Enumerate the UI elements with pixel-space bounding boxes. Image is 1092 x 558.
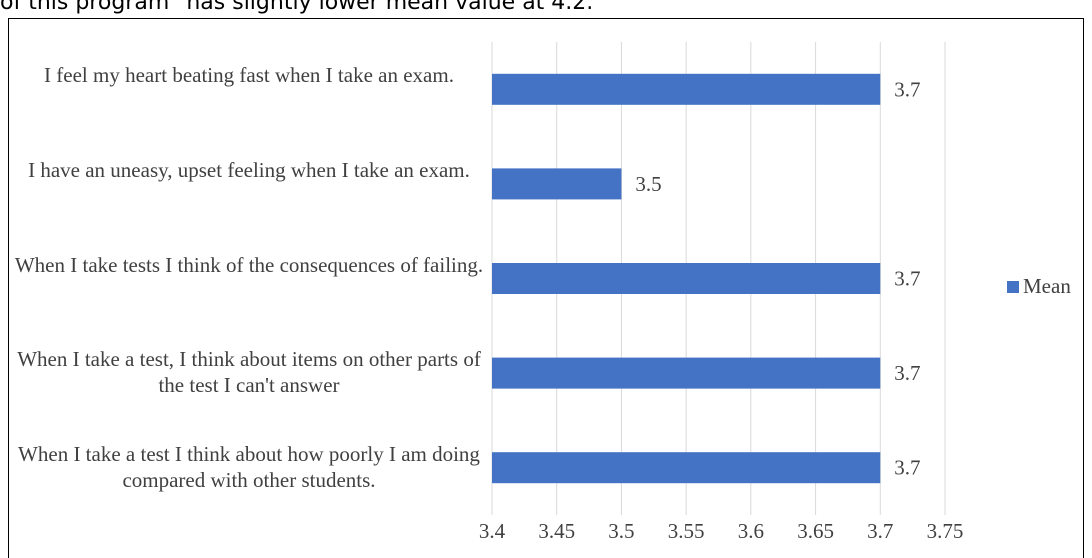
bar [492, 357, 881, 389]
x-axis-ticks: 3.4 3.45 3.5 3.55 3.6 3.65 3.7 3.75 [479, 519, 964, 543]
legend-swatch [1007, 280, 1019, 293]
x-tick-label: 3.7 [867, 519, 893, 543]
data-label: 3.7 [894, 361, 920, 385]
category-label: When I take tests I think of the consequ… [14, 252, 484, 277]
x-tick-label: 3.5 [608, 519, 634, 543]
chart-frame [8, 18, 1084, 558]
x-tick-label: 3.75 [927, 519, 964, 543]
data-label: 3.7 [894, 77, 920, 101]
bar [492, 168, 622, 200]
legend: Mean [1007, 274, 1071, 299]
x-tick-label: 3.4 [479, 519, 506, 543]
value-labels: 3.7 3.5 3.7 3.7 3.7 [635, 77, 920, 479]
bars [492, 73, 881, 484]
bar [492, 73, 881, 105]
category-label: I have an uneasy, upset feeling when I t… [28, 157, 470, 182]
category-label: I feel my heart beating fast when I take… [44, 63, 454, 88]
x-tick-label: 3.45 [538, 519, 575, 543]
data-label: 3.5 [635, 172, 661, 196]
category-label: When I take a test I think about how poo… [18, 441, 480, 492]
data-label: 3.7 [894, 456, 920, 480]
x-tick-label: 3.65 [797, 519, 834, 543]
legend-label: Mean [1023, 274, 1071, 298]
x-tick-label: 3.55 [668, 519, 705, 543]
data-label: 3.7 [894, 267, 920, 291]
x-tick-label: 3.6 [738, 519, 764, 543]
bar [492, 452, 881, 484]
bar [492, 263, 881, 294]
page-top-text: of this program "has slightly lower mean… [0, 0, 594, 15]
category-label: When I take a test, I think about items … [17, 347, 481, 398]
